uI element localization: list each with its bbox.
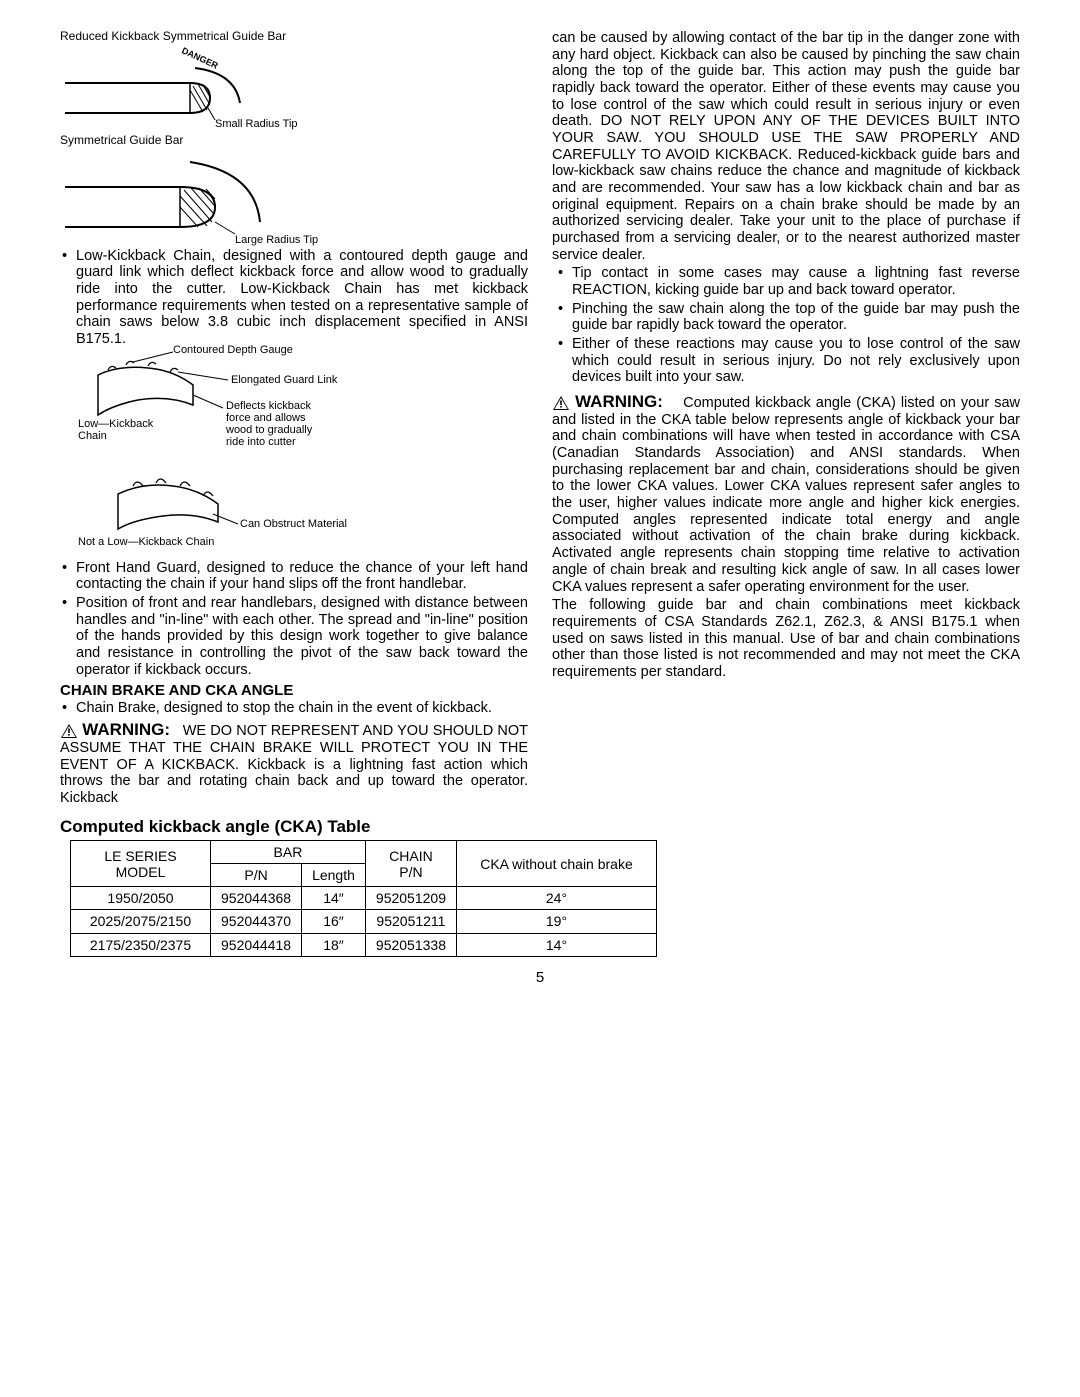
fig3-chain-label: Low—Kickback Chain xyxy=(78,418,158,442)
fig3-guard-link-label: Elongated Guard Link xyxy=(231,374,337,386)
cell-len: 18″ xyxy=(302,933,366,956)
th-model-bot: MODEL xyxy=(81,864,200,880)
cell-pn: 952044418 xyxy=(211,933,302,956)
cell-pn: 952044370 xyxy=(211,910,302,933)
fig2-diagram: Large Radius Tip xyxy=(60,152,528,242)
cell-cka: 14° xyxy=(456,933,656,956)
bullet-chain-brake: Chain Brake, designed to stop the chain … xyxy=(60,700,528,717)
right-para2: The following guide bar and chain combin… xyxy=(552,597,1020,680)
th-model-top: LE SERIES xyxy=(81,848,200,864)
bullet-low-kickback-chain: Low-Kickback Chain, designed with a cont… xyxy=(60,248,528,348)
warning-para-right: WARNING: Computed kickback angle (CKA) l… xyxy=(552,392,1020,595)
fig2-tip-label: Large Radius Tip xyxy=(235,234,318,246)
cell-model: 2175/2350/2375 xyxy=(71,933,211,956)
fig3-deflect-label: Deflects kickback force and allows wood … xyxy=(226,400,326,448)
table-row: 1950/2050 952044368 14″ 952051209 24° xyxy=(71,887,657,910)
warning-label-left: WARNING: xyxy=(82,720,170,739)
fig4-obstruct-label: Can Obstruct Material xyxy=(240,518,347,530)
cka-table: LE SERIES MODEL BAR CHAIN P/N CKA withou… xyxy=(70,840,657,956)
cell-cka: 19° xyxy=(456,910,656,933)
th-chain: CHAIN P/N xyxy=(365,841,456,887)
table-header-row: LE SERIES MODEL BAR CHAIN P/N CKA withou… xyxy=(71,841,657,864)
page-number: 5 xyxy=(60,969,1020,986)
section-title-chain-brake: CHAIN BRAKE AND CKA ANGLE xyxy=(60,682,528,699)
bullet-handlebars: Position of front and rear handlebars, d… xyxy=(60,595,528,678)
fig3-depth-gauge-label: Contoured Depth Gauge xyxy=(173,344,293,356)
cell-cka: 24° xyxy=(456,887,656,910)
right-para1: can be caused by allowing contact of the… xyxy=(552,30,1020,263)
warning-icon xyxy=(60,723,78,739)
fig1-tip-label: Small Radius Tip xyxy=(215,118,298,130)
fig2-caption: Symmetrical Guide Bar xyxy=(60,134,528,148)
warning-label-right: WARNING: xyxy=(575,392,663,411)
sub-bullet-either: Either of these reactions may cause you … xyxy=(556,336,1020,386)
fig3-diagram: Contoured Depth Gauge Elongated Guard Li… xyxy=(78,350,528,470)
cell-chain: 952051209 xyxy=(365,887,456,910)
warning-icon xyxy=(552,395,570,411)
fig4-diagram: Can Obstruct Material Not a Low—Kickback… xyxy=(78,474,528,554)
sub-bullet-tip-contact: Tip contact in some cases may cause a li… xyxy=(556,265,1020,298)
bullet-front-hand-guard: Front Hand Guard, designed to reduce the… xyxy=(60,560,528,593)
cell-len: 16″ xyxy=(302,910,366,933)
warning-text-right: Computed kickback angle (CKA) listed on … xyxy=(552,395,1020,594)
warning-para-left: WARNING: WE DO NOT REPRESENT AND YOU SHO… xyxy=(60,720,528,806)
cell-chain: 952051338 xyxy=(365,933,456,956)
cell-model: 2025/2075/2150 xyxy=(71,910,211,933)
fig1-caption: Reduced Kickback Symmetrical Guide Bar xyxy=(60,30,528,44)
table-row: 2025/2075/2150 952044370 16″ 952051211 1… xyxy=(71,910,657,933)
th-pn: P/N xyxy=(211,864,302,887)
th-len: Length xyxy=(302,864,366,887)
table-title: Computed kickback angle (CKA) Table xyxy=(60,817,1020,837)
th-bar: BAR xyxy=(211,841,366,864)
th-cka: CKA without chain brake xyxy=(456,841,656,887)
sub-bullet-pinching: Pinching the saw chain along the top of … xyxy=(556,301,1020,334)
fig4-not-low-kickback-label: Not a Low—Kickback Chain xyxy=(78,536,214,548)
cell-len: 14″ xyxy=(302,887,366,910)
table-row: 2175/2350/2375 952044418 18″ 952051338 1… xyxy=(71,933,657,956)
cell-chain: 952051211 xyxy=(365,910,456,933)
cell-pn: 952044368 xyxy=(211,887,302,910)
right-column: can be caused by allowing contact of the… xyxy=(552,30,1020,807)
left-column: Reduced Kickback Symmetrical Guide Bar xyxy=(60,30,528,807)
fig1-diagram: DANGER Small Radius Tip xyxy=(60,48,528,128)
cell-model: 1950/2050 xyxy=(71,887,211,910)
